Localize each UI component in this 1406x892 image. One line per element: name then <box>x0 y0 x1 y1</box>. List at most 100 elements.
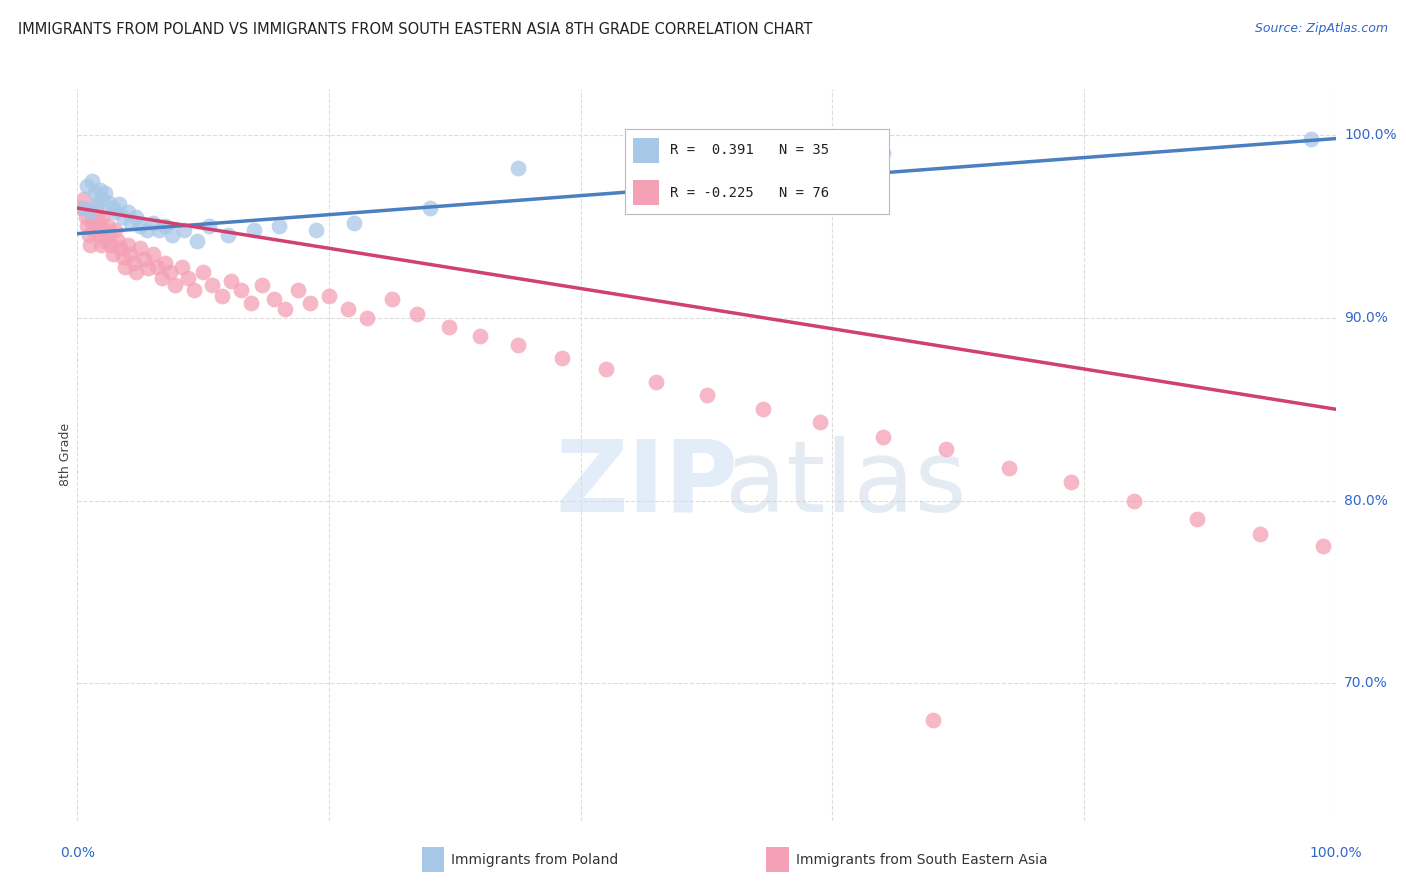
Point <box>111 211 134 225</box>
Point <box>86 197 108 211</box>
Point <box>165 277 187 292</box>
Point <box>808 415 831 429</box>
Point <box>87 219 110 234</box>
Point <box>305 223 328 237</box>
Point <box>343 216 366 230</box>
Point <box>318 289 340 303</box>
Point <box>551 351 574 365</box>
Point <box>101 201 124 215</box>
Point <box>100 237 122 252</box>
Point <box>136 261 159 276</box>
Point <box>91 192 114 206</box>
Point <box>108 197 131 211</box>
Point <box>150 270 173 285</box>
Point <box>211 289 233 303</box>
Point <box>94 186 117 201</box>
Point <box>89 228 111 243</box>
Point <box>142 246 165 260</box>
Point <box>148 223 170 237</box>
Point <box>97 228 120 243</box>
Text: 100.0%: 100.0% <box>1344 128 1396 142</box>
Point <box>129 241 152 255</box>
Point <box>242 223 264 237</box>
Point <box>84 186 107 201</box>
Point <box>752 402 775 417</box>
Text: IMMIGRANTS FROM POLAND VS IMMIGRANTS FROM SOUTH EASTERN ASIA 8TH GRADE CORRELATI: IMMIGRANTS FROM POLAND VS IMMIGRANTS FRO… <box>18 22 813 37</box>
Point <box>93 223 115 237</box>
Point <box>1249 526 1271 541</box>
Y-axis label: 8th Grade: 8th Grade <box>59 424 72 486</box>
Point <box>406 307 429 321</box>
Point <box>120 246 142 260</box>
Point <box>91 211 114 225</box>
Point <box>240 296 263 310</box>
Point <box>1312 539 1334 553</box>
Point <box>101 246 124 260</box>
Point <box>935 442 957 457</box>
Point <box>267 219 290 234</box>
Point <box>117 204 139 219</box>
Text: atlas: atlas <box>725 435 967 533</box>
Point <box>287 284 309 298</box>
Point <box>82 216 104 230</box>
Point <box>129 219 152 234</box>
Point <box>595 362 617 376</box>
Point <box>696 387 718 401</box>
Point <box>135 223 157 237</box>
Point <box>84 201 107 215</box>
Point <box>77 228 100 243</box>
Point <box>217 228 239 243</box>
Text: Immigrants from Poland: Immigrants from Poland <box>451 853 619 867</box>
Point <box>145 260 167 274</box>
Point <box>86 211 108 225</box>
Point <box>645 375 668 389</box>
Point <box>89 183 111 197</box>
Point <box>201 277 224 292</box>
Point <box>872 146 894 161</box>
Point <box>80 204 103 219</box>
Point <box>72 192 94 206</box>
Point <box>75 211 97 225</box>
Point <box>76 219 98 234</box>
Text: R = -0.225   N = 76: R = -0.225 N = 76 <box>669 186 828 200</box>
Point <box>336 301 359 316</box>
Point <box>96 219 118 234</box>
Point <box>1187 512 1209 526</box>
Point <box>173 223 195 237</box>
Point <box>170 260 193 274</box>
Point <box>79 237 101 252</box>
Point <box>120 216 142 230</box>
Bar <box>633 138 659 163</box>
Point <box>76 179 98 194</box>
Point <box>419 201 441 215</box>
Point <box>1123 493 1146 508</box>
Text: 100.0%: 100.0% <box>1309 846 1362 860</box>
Point <box>72 201 94 215</box>
Point <box>506 338 529 352</box>
Point <box>1060 475 1083 490</box>
Point <box>468 329 491 343</box>
Point <box>155 219 177 234</box>
Point <box>437 319 460 334</box>
Text: 0.0%: 0.0% <box>60 846 94 860</box>
Point <box>125 211 148 225</box>
Point <box>117 237 139 252</box>
Point <box>90 237 112 252</box>
Point <box>198 219 221 234</box>
Point <box>922 713 945 727</box>
Point <box>107 234 129 248</box>
Point <box>104 204 127 219</box>
Point <box>83 223 105 237</box>
Bar <box>633 180 659 205</box>
Text: Source: ZipAtlas.com: Source: ZipAtlas.com <box>1254 22 1388 36</box>
Text: R =  0.391   N = 35: R = 0.391 N = 35 <box>669 144 828 158</box>
Point <box>94 234 117 248</box>
Point <box>104 223 127 237</box>
Point <box>97 195 120 210</box>
Text: 90.0%: 90.0% <box>1344 310 1388 325</box>
Point <box>82 174 104 188</box>
Point <box>111 251 134 265</box>
Text: ZIP: ZIP <box>555 435 738 533</box>
Point <box>274 301 297 316</box>
Text: 70.0%: 70.0% <box>1344 676 1388 690</box>
